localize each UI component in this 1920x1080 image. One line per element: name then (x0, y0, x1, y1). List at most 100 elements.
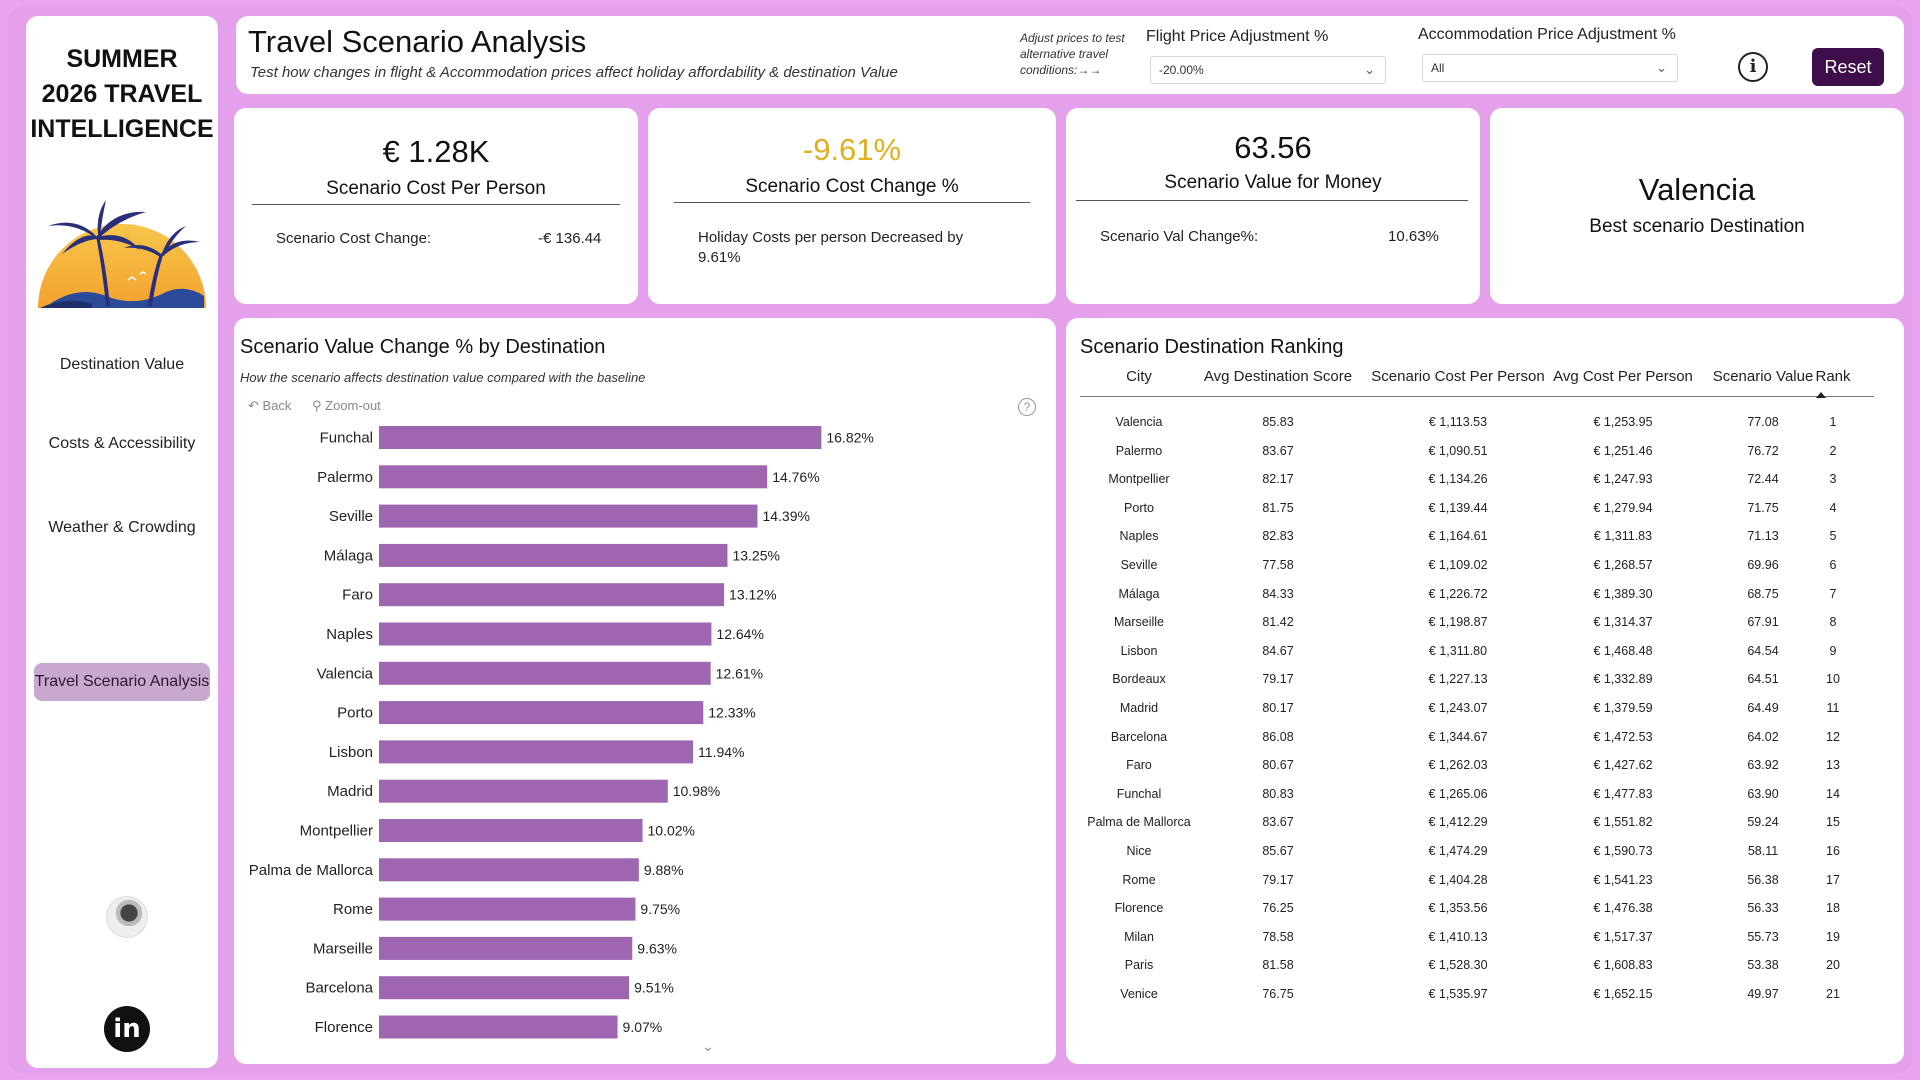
category-label: Florence (315, 1019, 373, 1036)
info-icon[interactable]: i (1738, 52, 1768, 82)
table-cell: € 1,279.94 (1593, 500, 1653, 515)
column-header[interactable]: Avg Destination Score (1203, 368, 1353, 385)
table-cell: € 1,311.80 (1428, 643, 1488, 658)
table-row[interactable]: Paris 81.58 € 1,528.30 € 1,608.83 53.38 20 (1066, 951, 1904, 980)
bar[interactable] (379, 661, 711, 685)
brand-title: SUMMER 2026 TRAVEL INTELLIGENCE (26, 42, 218, 147)
table-cell: € 1,551.82 (1593, 815, 1653, 830)
table-cell: € 1,410.13 (1428, 929, 1488, 944)
category-label: Faro (342, 587, 373, 604)
bar[interactable] (379, 543, 728, 567)
bar[interactable] (379, 819, 643, 842)
table-row[interactable]: Lisbon 84.67 € 1,311.80 € 1,468.48 64.54 9 (1066, 637, 1904, 666)
nav-costs-accessibility[interactable]: Costs & Accessibility (48, 435, 196, 452)
table-row[interactable]: Palermo 83.67 € 1,090.51 € 1,251.46 76.72 2 (1066, 437, 1904, 466)
table-row[interactable]: Madrid 80.17 € 1,243.07 € 1,379.59 64.49 11 (1066, 694, 1904, 723)
table-cell: Rome (1122, 872, 1156, 887)
category-label: Barcelona (305, 980, 373, 997)
table-cell: 55.73 (1747, 929, 1779, 944)
data-label: 14.39% (762, 508, 809, 524)
table-cell: 68.75 (1747, 586, 1779, 601)
table-cell: 82.17 (1262, 472, 1294, 487)
table-cell: 77.08 (1747, 415, 1779, 429)
bar[interactable] (379, 504, 758, 528)
bar[interactable] (379, 583, 725, 607)
brand-line-3: INTELLIGENCE (30, 115, 214, 143)
bar[interactable] (379, 976, 630, 1000)
help-icon[interactable]: ? (1018, 398, 1036, 416)
table-row[interactable]: Nice 85.67 € 1,474.29 € 1,590.73 58.11 16 (1066, 837, 1904, 866)
bar[interactable] (379, 622, 712, 646)
reset-button[interactable]: Reset (1812, 48, 1884, 86)
table-cell: 67.91 (1747, 615, 1779, 630)
kpi-foot-text: Holiday Costs per person Decreased by 9.… (698, 229, 964, 266)
table-cell: € 1,251.46 (1593, 443, 1653, 458)
sort-ascending-icon[interactable] (1816, 392, 1826, 398)
table-cell: Nice (1126, 844, 1152, 858)
avatar[interactable] (106, 896, 148, 938)
table-row[interactable]: Marseille 81.42 € 1,198.87 € 1,314.37 67.91 8 (1066, 608, 1904, 637)
chart-title: Scenario Value Change % by Destination (240, 336, 606, 358)
table-row[interactable]: Naples 82.83 € 1,164.61 € 1,311.83 71.13 5 (1066, 522, 1904, 551)
table-row[interactable]: Venice 76.75 € 1,535.97 € 1,652.15 49.97 21 (1066, 980, 1904, 1009)
zoom-out-button[interactable]: ⚲ Zoom-out (312, 398, 381, 414)
linkedin-icon[interactable]: in (104, 1006, 150, 1052)
table-cell: 18 (1826, 901, 1840, 916)
table-row[interactable]: Faro 80.67 € 1,262.03 € 1,427.62 63.92 13 (1066, 751, 1904, 780)
data-label: 12.64% (716, 626, 763, 642)
category-label: Seville (329, 508, 373, 525)
bar[interactable] (379, 1015, 618, 1039)
table-row[interactable]: Florence 76.25 € 1,353.56 € 1,476.38 56.33 18 (1066, 894, 1904, 923)
table-cell: Funchal (1116, 786, 1162, 801)
table-row[interactable]: Seville 77.58 € 1,109.02 € 1,268.57 69.96 6 (1066, 551, 1904, 580)
category-label: Lisbon (329, 744, 373, 761)
table-cell: 80.17 (1262, 701, 1294, 715)
table-row[interactable]: Valencia 85.83 € 1,113.53 € 1,253.95 77.08 1 (1066, 408, 1904, 437)
back-button[interactable]: ↶ Back (248, 398, 291, 414)
table-cell: € 1,517.37 (1593, 929, 1653, 944)
table-row[interactable]: Funchal 80.83 € 1,265.06 € 1,477.83 63.90 14 (1066, 780, 1904, 809)
table-row[interactable]: Barcelona 86.08 € 1,344.67 € 1,472.53 64.02 1… (1066, 723, 1904, 752)
bar[interactable] (379, 465, 768, 489)
bar[interactable] (379, 858, 639, 882)
column-header[interactable]: Rank (1815, 368, 1851, 385)
table-row[interactable]: Montpellier 82.17 € 1,134.26 € 1,247.93 72.4… (1066, 465, 1904, 494)
table-row[interactable]: Rome 79.17 € 1,404.28 € 1,541.23 56.38 17 (1066, 866, 1904, 895)
bar[interactable] (379, 740, 694, 764)
table-cell: 14 (1826, 786, 1840, 801)
table-row[interactable]: Palma de Mallorca 83.67 € 1,412.29 € 1,551.… (1066, 808, 1904, 837)
column-header[interactable]: Avg Cost Per Person (1553, 368, 1693, 385)
scroll-down-chevron-icon[interactable]: ⌄ (702, 1038, 714, 1054)
nav-destination-value[interactable]: Destination Value (59, 356, 185, 373)
data-label: 12.33% (708, 705, 755, 721)
table-row[interactable]: Porto 81.75 € 1,139.44 € 1,279.94 71.75 4 (1066, 494, 1904, 523)
bar[interactable] (379, 779, 668, 803)
column-header[interactable]: Scenario Value (1712, 368, 1814, 385)
zoom-out-icon: ⚲ (312, 398, 322, 413)
bar[interactable] (379, 936, 633, 960)
column-header[interactable]: Scenario Cost Per Person (1371, 368, 1545, 385)
table-cell: € 1,314.37 (1593, 615, 1653, 630)
table-cell: 64.49 (1747, 701, 1779, 715)
table-cell: Valencia (1115, 415, 1163, 429)
table-cell: 56.38 (1747, 872, 1779, 887)
table-cell: € 1,113.53 (1428, 415, 1488, 429)
table-row[interactable]: Bordeaux 79.17 € 1,227.13 € 1,332.89 64.51 10 (1066, 665, 1904, 694)
bar[interactable] (379, 897, 636, 921)
table-cell: 84.33 (1262, 586, 1294, 601)
column-header[interactable]: City (1126, 368, 1152, 385)
table-cell: 72.44 (1747, 472, 1779, 487)
table-row[interactable]: Milan 78.58 € 1,410.13 € 1,517.37 55.73 19 (1066, 923, 1904, 952)
flight-adjustment-dropdown[interactable]: -20.00% ⌄ (1150, 56, 1386, 84)
table-cell: 71.75 (1747, 500, 1779, 515)
kpi-scenario-value-for-money: 63.56 Scenario Value for Money Scenario … (1066, 108, 1480, 304)
data-label: 13.25% (732, 547, 779, 563)
nav-travel-scenario-analysis[interactable]: Travel Scenario Analysis (34, 663, 210, 701)
table-row[interactable]: Málaga 84.33 € 1,226.72 € 1,389.30 68.75 7 (1066, 580, 1904, 609)
bar[interactable] (379, 426, 822, 449)
table-cell: € 1,412.29 (1428, 815, 1488, 830)
accommodation-adjustment-dropdown[interactable]: All ⌄ (1422, 54, 1678, 82)
bar[interactable] (379, 701, 704, 725)
table-cell: 20 (1826, 958, 1840, 973)
nav-weather-crowding[interactable]: Weather & Crowding (48, 519, 196, 536)
